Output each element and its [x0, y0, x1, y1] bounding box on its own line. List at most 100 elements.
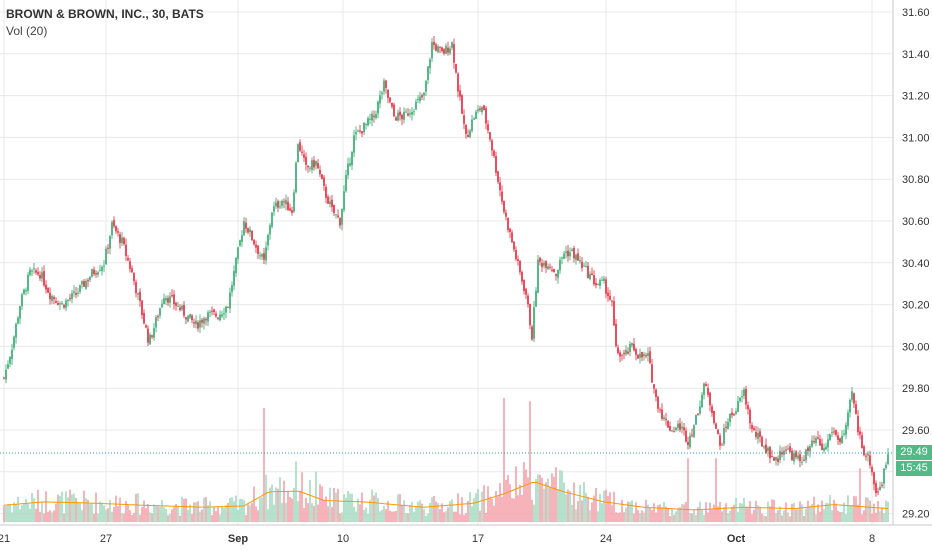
candle-body	[423, 92, 425, 96]
volume-bar	[247, 504, 249, 522]
candle-body	[275, 202, 277, 207]
candle-body	[771, 456, 773, 458]
candle-body	[799, 454, 801, 462]
candle-body	[199, 320, 201, 328]
volume-bar	[105, 509, 107, 522]
volume-bar	[657, 505, 659, 522]
volume-bar	[153, 504, 155, 522]
volume-bar	[369, 499, 371, 522]
candle-body	[603, 278, 605, 281]
volume-bar	[691, 513, 693, 522]
volume-bar	[161, 500, 163, 522]
candle-body	[555, 273, 557, 276]
candle-body	[703, 383, 705, 395]
candle-body	[125, 244, 127, 256]
volume-bar	[309, 479, 311, 522]
volume-bar	[69, 489, 71, 522]
candle-body	[131, 268, 133, 273]
candle-body	[489, 132, 491, 140]
candle-body	[83, 281, 85, 287]
candle-body	[335, 214, 337, 216]
candle-body	[357, 130, 359, 132]
volume-bar	[385, 509, 387, 522]
candle-body	[377, 101, 379, 114]
candle-body	[563, 253, 565, 259]
candle-body	[531, 326, 533, 340]
volume-bar	[547, 478, 549, 522]
candle-body	[645, 355, 647, 357]
volume-bar	[635, 502, 637, 522]
candle-body	[175, 302, 177, 306]
volume-bar	[559, 470, 561, 522]
volume-bar	[233, 501, 235, 522]
candle-body	[595, 283, 597, 286]
candle-body	[475, 111, 477, 119]
volume-bar	[169, 513, 171, 522]
volume-indicator-label[interactable]: Vol (20)	[6, 24, 48, 38]
price-tick-label: 29.60	[902, 425, 930, 437]
volume-bar	[839, 512, 841, 522]
candle-body	[361, 131, 363, 134]
volume-bar	[137, 493, 139, 522]
volume-bar	[125, 501, 127, 522]
candle-body	[191, 315, 193, 321]
candle-body	[25, 290, 27, 292]
candle-body	[733, 414, 735, 416]
candle-body	[195, 320, 197, 325]
candle-body	[701, 394, 703, 408]
volume-bar	[67, 497, 69, 522]
volume-bar	[301, 472, 303, 522]
volume-bar	[289, 497, 291, 522]
volume-bar	[545, 482, 547, 522]
volume-bar	[731, 507, 733, 522]
volume-bar	[315, 471, 317, 522]
candle-body	[167, 298, 169, 303]
volume-bar	[451, 499, 453, 522]
candle-body	[3, 377, 5, 379]
candle-body	[185, 317, 187, 320]
volume-bar	[163, 507, 165, 522]
volume-bar	[21, 505, 23, 522]
candle-body	[177, 305, 179, 307]
volume-bar	[873, 503, 875, 522]
volume-bar	[395, 510, 397, 522]
price-axis[interactable]: 31.60 31.40 31.20 31.00 30.80 30.60 30.40 30.20…	[902, 7, 930, 521]
price-tick-label: 30.60	[902, 216, 930, 228]
symbol-title[interactable]: BROWN & BROWN, INC., 30, BATS	[6, 7, 204, 21]
candle-body	[581, 261, 583, 268]
volume-bar	[59, 495, 61, 522]
candle-body	[433, 41, 435, 45]
volume-bar	[397, 494, 399, 522]
candle-body	[379, 95, 381, 104]
candle-body	[237, 247, 239, 259]
volume-bar	[259, 497, 261, 522]
candle-body	[689, 435, 691, 448]
candle-body	[127, 257, 129, 261]
candle-body	[387, 90, 389, 98]
candle-body	[713, 410, 715, 424]
volume-bar	[437, 503, 439, 522]
volume-bar	[717, 506, 719, 522]
volume-bar	[101, 502, 103, 522]
candle-body	[829, 434, 831, 441]
candle-body	[817, 437, 819, 439]
candle-body	[409, 113, 411, 115]
candle-body	[413, 111, 415, 113]
volume-bar	[713, 504, 715, 522]
candle-body	[155, 317, 157, 328]
candle-body	[295, 162, 297, 193]
time-axis[interactable]: 21 27 Sep 10 17 24 Oct 8	[0, 533, 875, 545]
volume-bar	[877, 500, 879, 522]
candle-body	[113, 220, 115, 227]
candle-body	[621, 354, 623, 356]
volume-bar	[195, 502, 197, 522]
candle-body	[129, 261, 131, 269]
candle-body	[97, 272, 99, 275]
time-tick-label: Sep	[228, 533, 248, 545]
candle-body	[321, 174, 323, 179]
volume-bar	[785, 502, 787, 522]
candle-body	[577, 253, 579, 261]
candle-body	[417, 98, 419, 100]
